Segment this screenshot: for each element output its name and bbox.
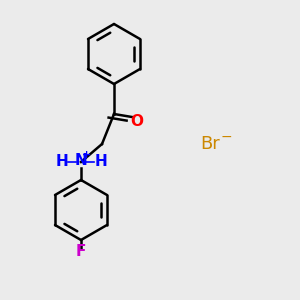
Text: O: O (130, 114, 143, 129)
Text: Br: Br (200, 135, 220, 153)
Text: +: + (82, 150, 91, 160)
Text: H: H (94, 154, 107, 169)
Text: F: F (76, 244, 86, 260)
Text: N: N (75, 153, 87, 168)
Text: −: − (221, 130, 232, 143)
Text: H: H (55, 154, 68, 169)
